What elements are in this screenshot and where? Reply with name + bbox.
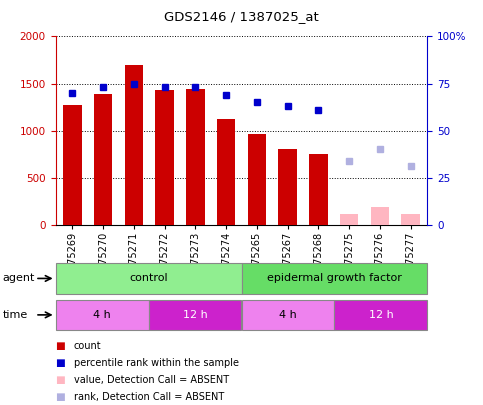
Text: ■: ■ [56, 392, 65, 402]
Bar [156, 90, 174, 225]
Bar [248, 134, 266, 225]
Text: rank, Detection Call = ABSENT: rank, Detection Call = ABSENT [74, 392, 224, 402]
Text: 12 h: 12 h [369, 310, 393, 320]
Text: epidermal growth factor: epidermal growth factor [267, 273, 402, 283]
Bar [334, 300, 427, 330]
Bar [278, 149, 297, 225]
Bar [94, 94, 113, 225]
Text: 12 h: 12 h [183, 310, 207, 320]
Bar [242, 263, 427, 294]
Text: ■: ■ [56, 375, 65, 385]
Text: 4 h: 4 h [93, 310, 111, 320]
Bar [370, 207, 389, 225]
Text: 4 h: 4 h [279, 310, 297, 320]
Text: percentile rank within the sample: percentile rank within the sample [74, 358, 239, 368]
Bar [56, 263, 242, 294]
Bar [242, 300, 334, 330]
Text: GDS2146 / 1387025_at: GDS2146 / 1387025_at [164, 10, 319, 23]
Text: value, Detection Call = ABSENT: value, Detection Call = ABSENT [74, 375, 229, 385]
Text: count: count [74, 341, 101, 351]
Bar [401, 214, 420, 225]
Text: time: time [2, 310, 28, 320]
Text: control: control [129, 273, 168, 283]
Bar [56, 300, 149, 330]
Bar [217, 119, 235, 225]
Text: ■: ■ [56, 341, 65, 351]
Bar [186, 89, 205, 225]
Text: agent: agent [2, 273, 35, 283]
Bar [309, 154, 327, 225]
Bar [340, 214, 358, 225]
Bar [125, 65, 143, 225]
Bar [63, 105, 82, 225]
Bar [149, 300, 242, 330]
Text: ■: ■ [56, 358, 65, 368]
